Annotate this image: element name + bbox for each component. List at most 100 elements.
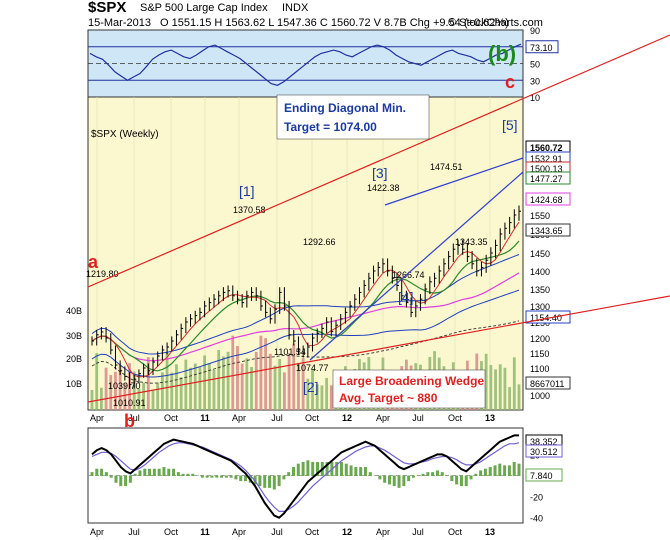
- price-value-box: [525, 192, 571, 206]
- sma-5-line: [91, 221, 520, 378]
- macd-histogram-bar: [325, 461, 329, 476]
- macd-histogram-bar: [287, 472, 291, 476]
- wave-3-label: [3]: [372, 165, 388, 181]
- macd-histogram-bar: [90, 472, 94, 476]
- volume-bar: [245, 358, 249, 410]
- rsi-current-label: 73.10: [530, 43, 553, 53]
- macd-histogram-bar: [196, 475, 200, 476]
- macd-histogram-bar: [301, 461, 305, 476]
- volume-bar: [231, 335, 235, 410]
- macd-histogram-bar: [157, 468, 161, 476]
- macd-x-label: Oct: [305, 527, 320, 537]
- broadening-wedge-title: Large Broadening Wedge: [339, 374, 484, 388]
- macd-histogram-bar: [292, 467, 296, 476]
- rsi-series-line: [89, 43, 522, 86]
- macd-histogram-bar: [426, 472, 430, 476]
- macd-value-box: [525, 468, 563, 482]
- macd-histogram-bar: [479, 470, 483, 476]
- macd-x-label: Jul: [412, 527, 424, 537]
- macd-histogram-bar: [128, 475, 132, 483]
- macd-x-label: Apr: [90, 527, 104, 537]
- volume-bar: [146, 357, 150, 410]
- price-x-label: Apr: [90, 413, 104, 423]
- macd-histogram-bar: [272, 475, 276, 490]
- volume-bar: [90, 390, 94, 410]
- price-value-label: 1424.68: [530, 195, 563, 205]
- price-annotation: 1266.74: [392, 270, 425, 280]
- volume-bar: [114, 371, 117, 410]
- macd-line: [91, 434, 519, 519]
- volume-bar: [189, 367, 192, 410]
- volume-bar: [203, 355, 207, 410]
- macd-histogram-bar: [512, 461, 516, 476]
- stockcharts-logo: © StockCharts.com: [448, 17, 543, 29]
- macd-histogram-bar: [263, 475, 267, 488]
- volume-bar: [99, 387, 103, 410]
- volume-bar: [184, 359, 188, 410]
- bollinger-lower: [91, 289, 520, 378]
- volume-bar: [137, 388, 141, 410]
- macd-histogram-bar: [215, 475, 219, 478]
- volume-bar: [259, 335, 263, 410]
- volume-bar: [193, 363, 197, 410]
- macd-histogram-bar: [143, 468, 147, 476]
- macd-x-label: Oct: [448, 527, 463, 537]
- price-tick-label: 1400: [530, 267, 550, 277]
- macd-histogram-bar: [440, 472, 444, 476]
- macd-histogram-bar: [172, 468, 176, 476]
- volume-bar: [151, 389, 155, 410]
- volume-bar: [489, 365, 493, 410]
- macd-histogram-bar: [296, 463, 300, 476]
- macd-histogram-bar: [124, 475, 128, 487]
- macd-histogram-bar: [220, 475, 224, 478]
- wave-b-label: b: [124, 411, 135, 431]
- macd-histogram-bar: [493, 465, 497, 476]
- price-value-label: 1532.91: [530, 154, 563, 164]
- volume-bar: [508, 387, 512, 410]
- ending-diagonal-title: Ending Diagonal Min.: [284, 101, 406, 115]
- wave-2-label: [2]: [303, 379, 319, 395]
- macd-tick-label: -20: [530, 493, 543, 503]
- macd-x-label: Apr: [232, 527, 246, 537]
- macd-histogram-bar: [244, 475, 248, 482]
- volume-bar: [311, 369, 314, 410]
- price-tick-label: 1300: [530, 302, 550, 312]
- price-annotation: 1010.91: [113, 398, 146, 408]
- price-tick-label: 1550: [530, 211, 550, 221]
- price-x-label: Oct: [448, 413, 463, 423]
- volume-bar: [292, 343, 296, 410]
- macd-histogram-bar: [133, 473, 137, 476]
- macd-histogram-bar: [104, 472, 108, 476]
- price-annotation: 1039.70: [108, 381, 141, 391]
- wave-5-label: [5]: [502, 117, 518, 133]
- volume-bar: [517, 384, 521, 410]
- price-x-label: Apr: [376, 413, 390, 423]
- volume-tick-label: 30B: [66, 331, 82, 341]
- price-value-label: 1560.72: [530, 143, 563, 153]
- macd-histogram-bar: [503, 465, 507, 476]
- price-value-box: [525, 171, 571, 185]
- price-annotation: 1422.38: [367, 183, 400, 193]
- macd-x-label: 12: [342, 527, 352, 537]
- volume-bar: [240, 363, 244, 410]
- rsi-panel: 10 30 50 90 73.10: [87, 26, 559, 103]
- volume-bar: [498, 364, 502, 410]
- volume-bar: [306, 378, 310, 410]
- price-annotation: 1343.35: [455, 237, 488, 247]
- diagonal-upper-line: [384, 157, 524, 206]
- volume-bar: [217, 350, 221, 410]
- macd-tick-label: -40: [530, 514, 543, 524]
- macd-histogram-bar: [119, 475, 123, 487]
- macd-histogram-bar: [483, 468, 487, 476]
- macd-histogram-bar: [344, 463, 348, 476]
- volume-bar: [95, 353, 99, 410]
- price-annotation: 1219.80: [86, 269, 119, 279]
- price-value-label: 1500.13: [530, 164, 563, 174]
- volume-tick-label: 20B: [66, 354, 82, 364]
- macd-histogram-bar: [311, 461, 315, 476]
- volume-bar: [320, 385, 324, 410]
- macd-histogram-bar: [200, 475, 204, 478]
- macd-x-label: 11: [200, 527, 210, 537]
- macd-histogram-bar: [109, 475, 113, 478]
